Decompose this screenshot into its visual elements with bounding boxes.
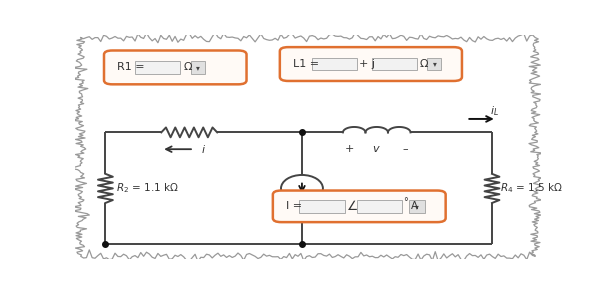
Text: ▾: ▾ [415,202,419,211]
FancyBboxPatch shape [191,61,205,74]
Text: ▾: ▾ [196,63,200,72]
Text: –: – [403,144,408,154]
FancyBboxPatch shape [135,61,180,74]
FancyBboxPatch shape [104,51,246,84]
FancyBboxPatch shape [409,200,425,213]
Text: + j: + j [359,59,376,69]
Text: Ω: Ω [419,59,428,69]
Ellipse shape [281,175,323,202]
FancyBboxPatch shape [372,58,417,70]
Text: $i$: $i$ [201,143,206,155]
FancyBboxPatch shape [356,200,402,213]
Text: Ω: Ω [183,62,192,72]
Text: A: A [410,201,418,211]
Text: I =: I = [286,201,302,211]
Text: +: + [345,144,355,154]
FancyBboxPatch shape [299,200,344,213]
FancyBboxPatch shape [427,58,442,70]
Text: ∠: ∠ [347,200,358,213]
Text: $R_4$ = 1.5 kΩ: $R_4$ = 1.5 kΩ [501,182,563,195]
Text: °: ° [403,197,408,207]
FancyBboxPatch shape [312,58,357,70]
FancyBboxPatch shape [280,47,462,81]
Text: L1 =: L1 = [293,59,319,69]
Text: $v$: $v$ [373,144,381,154]
Text: ▾: ▾ [433,60,436,69]
Text: $R_2$ = 1.1 kΩ: $R_2$ = 1.1 kΩ [115,182,178,195]
Text: R1 =: R1 = [117,62,145,72]
Text: $i_L$: $i_L$ [490,104,499,118]
FancyBboxPatch shape [273,191,446,222]
